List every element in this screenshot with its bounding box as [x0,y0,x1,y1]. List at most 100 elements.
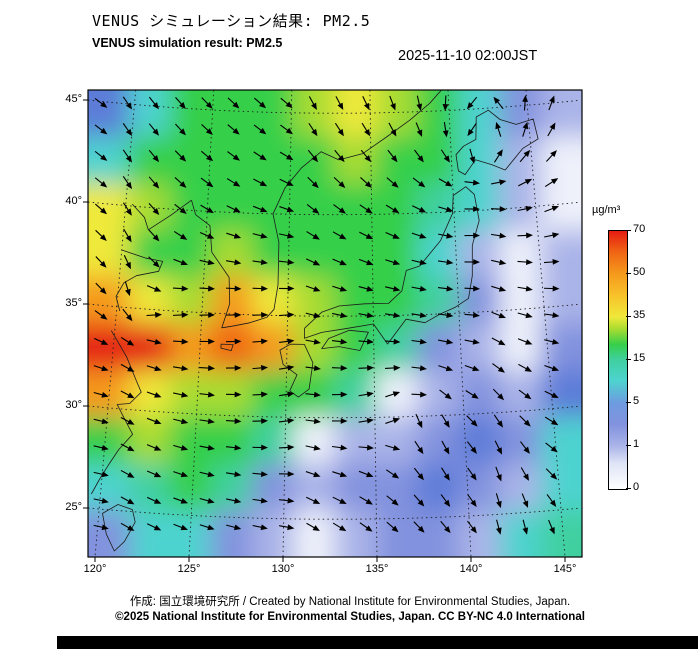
wind-arrow [331,365,348,371]
wind-arrow [148,229,160,242]
wind-arrow [388,122,397,137]
wind-arrow [438,178,453,187]
wind-arrow [517,259,533,265]
wind-arrow [467,123,477,137]
wind-arrow [120,469,135,478]
wind-arrow [252,232,268,239]
map-frame [87,89,583,558]
wind-arrow [464,232,480,239]
wind-arrow [415,413,423,429]
wind-arrow [331,391,348,398]
wind-arrow [360,177,372,188]
wind-arrow [517,205,533,212]
wind-arrow [386,495,399,506]
wind-arrow [122,308,133,322]
wind-arrow [95,256,107,268]
wind-arrow [334,149,345,163]
wind-arrow [548,95,555,111]
wind-arrow [416,95,423,111]
wind-arrow [93,418,109,425]
wind-arrow [332,285,348,292]
wind-arrow [306,231,320,240]
wind-arrow [148,123,160,136]
wind-arrow [308,122,318,137]
colorbar-tick-mark [626,230,631,231]
wind-arrow [438,206,454,213]
wind-arrow [200,204,214,214]
wind-arrow [146,417,162,425]
wind-arrow [361,122,371,137]
wind-arrow [199,285,215,292]
wind-arrow [491,232,507,239]
wind-arrow [491,259,507,266]
wind-arrow [440,494,451,507]
wind-arrow [226,471,242,478]
wind-arrow [464,312,480,319]
wind-arrow [331,444,348,451]
wind-arrow [93,337,109,345]
wind-arrow [148,149,160,163]
wind-arrow [411,259,427,266]
wind-arrow [492,363,505,373]
wind-arrow [544,390,559,398]
wind-arrow [278,338,295,345]
wind-arrow [331,418,348,424]
wind-arrow [466,441,477,454]
wind-arrow [412,177,426,188]
wind-arrow [253,124,267,135]
wind-arrow [467,520,477,534]
wind-arrow [305,365,321,372]
colorbar-tick-label: 70 [633,223,646,235]
wind-arrow [146,444,162,451]
wind-arrow [546,494,557,507]
wind-arrow [495,121,502,137]
wind-arrow [226,178,241,187]
bottom-bar [57,636,698,649]
wind-arrow [305,444,321,451]
coastline-honshu [304,186,480,345]
wind-arrow [172,338,189,345]
wind-arrow [413,521,425,533]
wind-arrow [464,259,480,265]
wind-arrow [120,443,135,452]
wind-arrow [279,151,294,161]
wind-arrow [173,444,189,451]
wind-arrow [548,519,555,535]
wind-arrow [279,232,295,239]
wind-arrow [493,149,503,163]
wind-arrow [465,390,479,399]
wind-arrow [389,95,396,111]
wind-arrow [278,259,295,266]
wind-arrow [120,416,135,425]
grid-layer [88,90,581,557]
wind-arrow [411,285,427,292]
lon-tick-label: 125° [177,563,201,575]
colorbar-tick-mark [626,359,631,360]
wind-arrow [253,178,268,187]
wind-arrow [94,177,108,188]
lat-tick-label: 25° [65,501,82,513]
wind-arrow [226,205,241,213]
colorbar-tick-label: 50 [633,266,646,278]
wind-arrow [226,524,242,531]
wind-arrow [279,391,295,398]
wind-arrow [518,178,533,187]
wind-arrow [279,178,294,186]
colorbar-tick-mark [626,273,631,274]
wind-arrow [307,176,319,189]
colorbar-unit-label: µg/m³ [592,204,621,216]
wind-arrow [122,149,133,163]
wind-arrow [227,97,240,109]
wind-arrow [173,365,189,372]
credit-line: 作成: 国立環境研究所 / Created by National Instit… [129,596,571,608]
wind-arrow [411,365,427,372]
wind-arrow [415,122,423,137]
lat-tick-label: 40° [65,195,82,207]
wind-arrow [385,259,401,266]
wind-arrow [464,364,480,372]
wind-arrow [280,97,293,109]
wind-vector-layer [93,95,560,535]
wind-arrow [544,205,559,213]
wind-arrow [148,176,160,189]
